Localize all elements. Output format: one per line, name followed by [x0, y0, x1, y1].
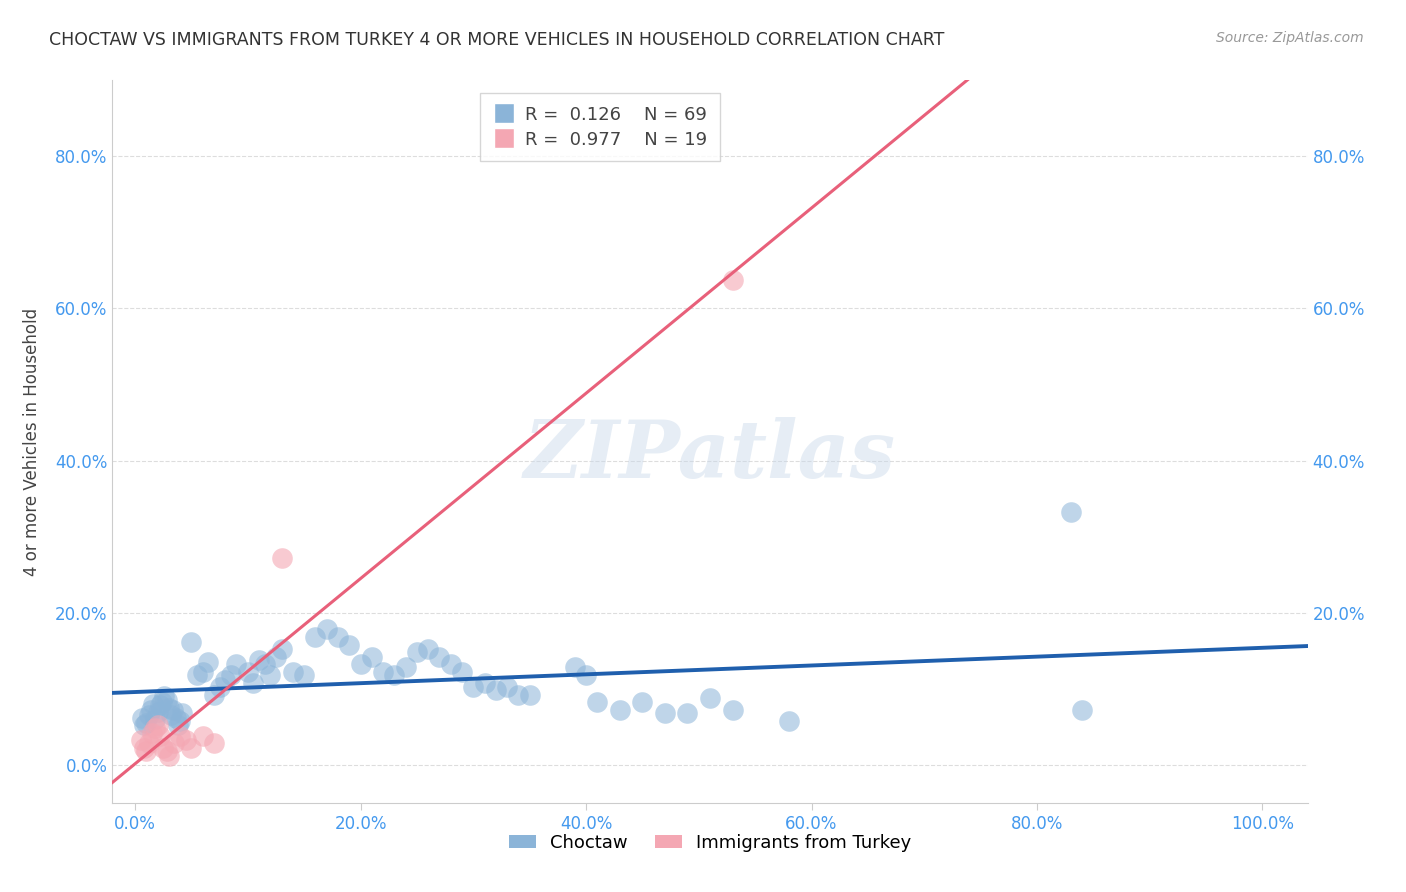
Point	[253, 657, 276, 672]
Point	[142, 697, 165, 711]
Point	[270, 550, 292, 565]
Point	[609, 703, 631, 717]
Point	[146, 718, 169, 732]
Point	[264, 649, 287, 664]
Point	[699, 690, 721, 705]
Point	[163, 736, 186, 750]
Point	[135, 744, 157, 758]
Point	[153, 690, 176, 704]
Point	[141, 726, 163, 740]
Point	[259, 668, 281, 682]
Point	[270, 642, 292, 657]
Point	[202, 688, 225, 702]
Point	[721, 272, 744, 286]
Point	[463, 680, 485, 694]
Point	[1060, 505, 1083, 519]
Point	[208, 680, 231, 694]
Point	[129, 733, 152, 747]
Point	[150, 695, 173, 709]
Point	[149, 698, 172, 713]
Point	[575, 668, 598, 682]
Point	[157, 700, 180, 714]
Point	[132, 718, 155, 732]
Text: CHOCTAW VS IMMIGRANTS FROM TURKEY 4 OR MORE VEHICLES IN HOUSEHOLD CORRELATION CH: CHOCTAW VS IMMIGRANTS FROM TURKEY 4 OR M…	[49, 31, 945, 49]
Point	[214, 673, 236, 687]
Point	[631, 695, 654, 709]
Point	[508, 688, 530, 702]
Point	[225, 657, 247, 672]
Point	[304, 630, 326, 644]
Point	[382, 668, 405, 682]
Point	[149, 729, 172, 743]
Point	[242, 675, 264, 690]
Point	[165, 711, 187, 725]
Point	[131, 711, 153, 725]
Point	[138, 736, 160, 750]
Point	[219, 668, 242, 682]
Point	[135, 715, 157, 730]
Point	[292, 668, 315, 682]
Point	[349, 657, 371, 672]
Point	[138, 708, 160, 723]
Point	[167, 718, 190, 732]
Y-axis label: 4 or more Vehicles in Household: 4 or more Vehicles in Household	[24, 308, 41, 575]
Point	[474, 675, 496, 690]
Point	[394, 660, 416, 674]
Point	[654, 706, 676, 720]
Point	[202, 736, 225, 750]
Point	[519, 688, 541, 702]
Point	[360, 649, 382, 664]
Point	[139, 703, 162, 717]
Point	[162, 703, 184, 717]
Point	[440, 657, 463, 672]
Point	[143, 721, 166, 735]
Point	[174, 733, 197, 747]
Text: ZIPatlas: ZIPatlas	[524, 417, 896, 495]
Point	[326, 630, 349, 644]
Point	[152, 741, 174, 756]
Point	[197, 655, 219, 669]
Point	[155, 693, 177, 707]
Point	[451, 665, 474, 679]
Point	[132, 741, 155, 756]
Point	[676, 706, 699, 720]
Point	[155, 744, 177, 758]
Point	[406, 645, 429, 659]
Point	[496, 680, 519, 694]
Point	[564, 660, 586, 674]
Point	[169, 729, 191, 743]
Point	[191, 665, 214, 679]
Legend: Choctaw, Immigrants from Turkey: Choctaw, Immigrants from Turkey	[502, 826, 918, 859]
Point	[485, 683, 508, 698]
Text: Source: ZipAtlas.com: Source: ZipAtlas.com	[1216, 31, 1364, 45]
Point	[337, 638, 360, 652]
Point	[247, 653, 270, 667]
Point	[1071, 703, 1094, 717]
Point	[778, 714, 800, 728]
Point	[371, 665, 394, 679]
Point	[429, 649, 451, 664]
Point	[721, 703, 744, 717]
Point	[157, 748, 180, 763]
Point	[169, 714, 191, 728]
Point	[418, 642, 440, 657]
Point	[143, 712, 166, 726]
Point	[586, 695, 609, 709]
Point	[180, 634, 202, 648]
Point	[146, 705, 169, 719]
Point	[315, 623, 337, 637]
Point	[186, 668, 208, 682]
Point	[236, 665, 259, 679]
Point	[180, 741, 202, 756]
Point	[191, 729, 214, 743]
Point	[160, 708, 183, 723]
Point	[281, 665, 304, 679]
Point	[172, 706, 194, 720]
